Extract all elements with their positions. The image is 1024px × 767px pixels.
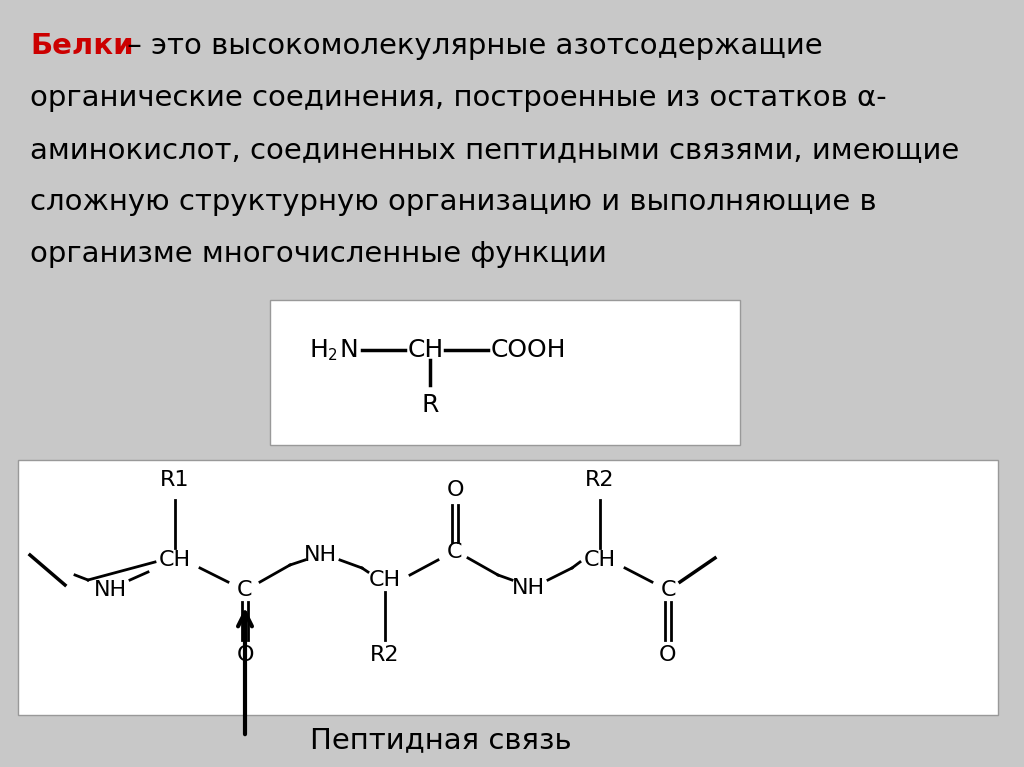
Text: CH: CH	[369, 570, 401, 590]
Text: C: C	[660, 580, 676, 600]
Text: аминокислот, соединенных пептидными связями, имеющие: аминокислот, соединенных пептидными связ…	[30, 136, 959, 164]
Text: – это высокомолекулярные азотсодержащие: – это высокомолекулярные азотсодержащие	[118, 32, 822, 60]
Text: NH: NH	[303, 545, 337, 565]
Text: CH: CH	[159, 550, 191, 570]
Text: органические соединения, построенные из остатков α-: органические соединения, построенные из …	[30, 84, 887, 112]
Text: R2: R2	[586, 470, 614, 490]
Text: O: O	[446, 480, 464, 500]
Text: COOH: COOH	[490, 338, 566, 362]
Text: Пептидная связь: Пептидная связь	[310, 726, 571, 754]
Text: N: N	[339, 338, 357, 362]
Text: Белки: Белки	[30, 32, 133, 60]
Text: R: R	[421, 393, 438, 417]
Text: CH: CH	[408, 338, 444, 362]
Text: O: O	[659, 645, 677, 665]
Text: R1: R1	[160, 470, 189, 490]
Text: C: C	[447, 542, 463, 562]
Bar	[270, 300, 740, 445]
Text: NH: NH	[511, 578, 545, 598]
Text: сложную структурную организацию и выполняющие в: сложную структурную организацию и выполн…	[30, 188, 877, 216]
Text: R2: R2	[371, 645, 399, 665]
Text: организме многочисленные функции: организме многочисленные функции	[30, 240, 607, 268]
Text: CH: CH	[584, 550, 616, 570]
Text: NH: NH	[93, 580, 127, 600]
Text: O: O	[237, 645, 254, 665]
Text: 2: 2	[328, 348, 338, 364]
Bar	[18, 460, 998, 715]
Text: C: C	[238, 580, 253, 600]
Text: H: H	[310, 338, 329, 362]
